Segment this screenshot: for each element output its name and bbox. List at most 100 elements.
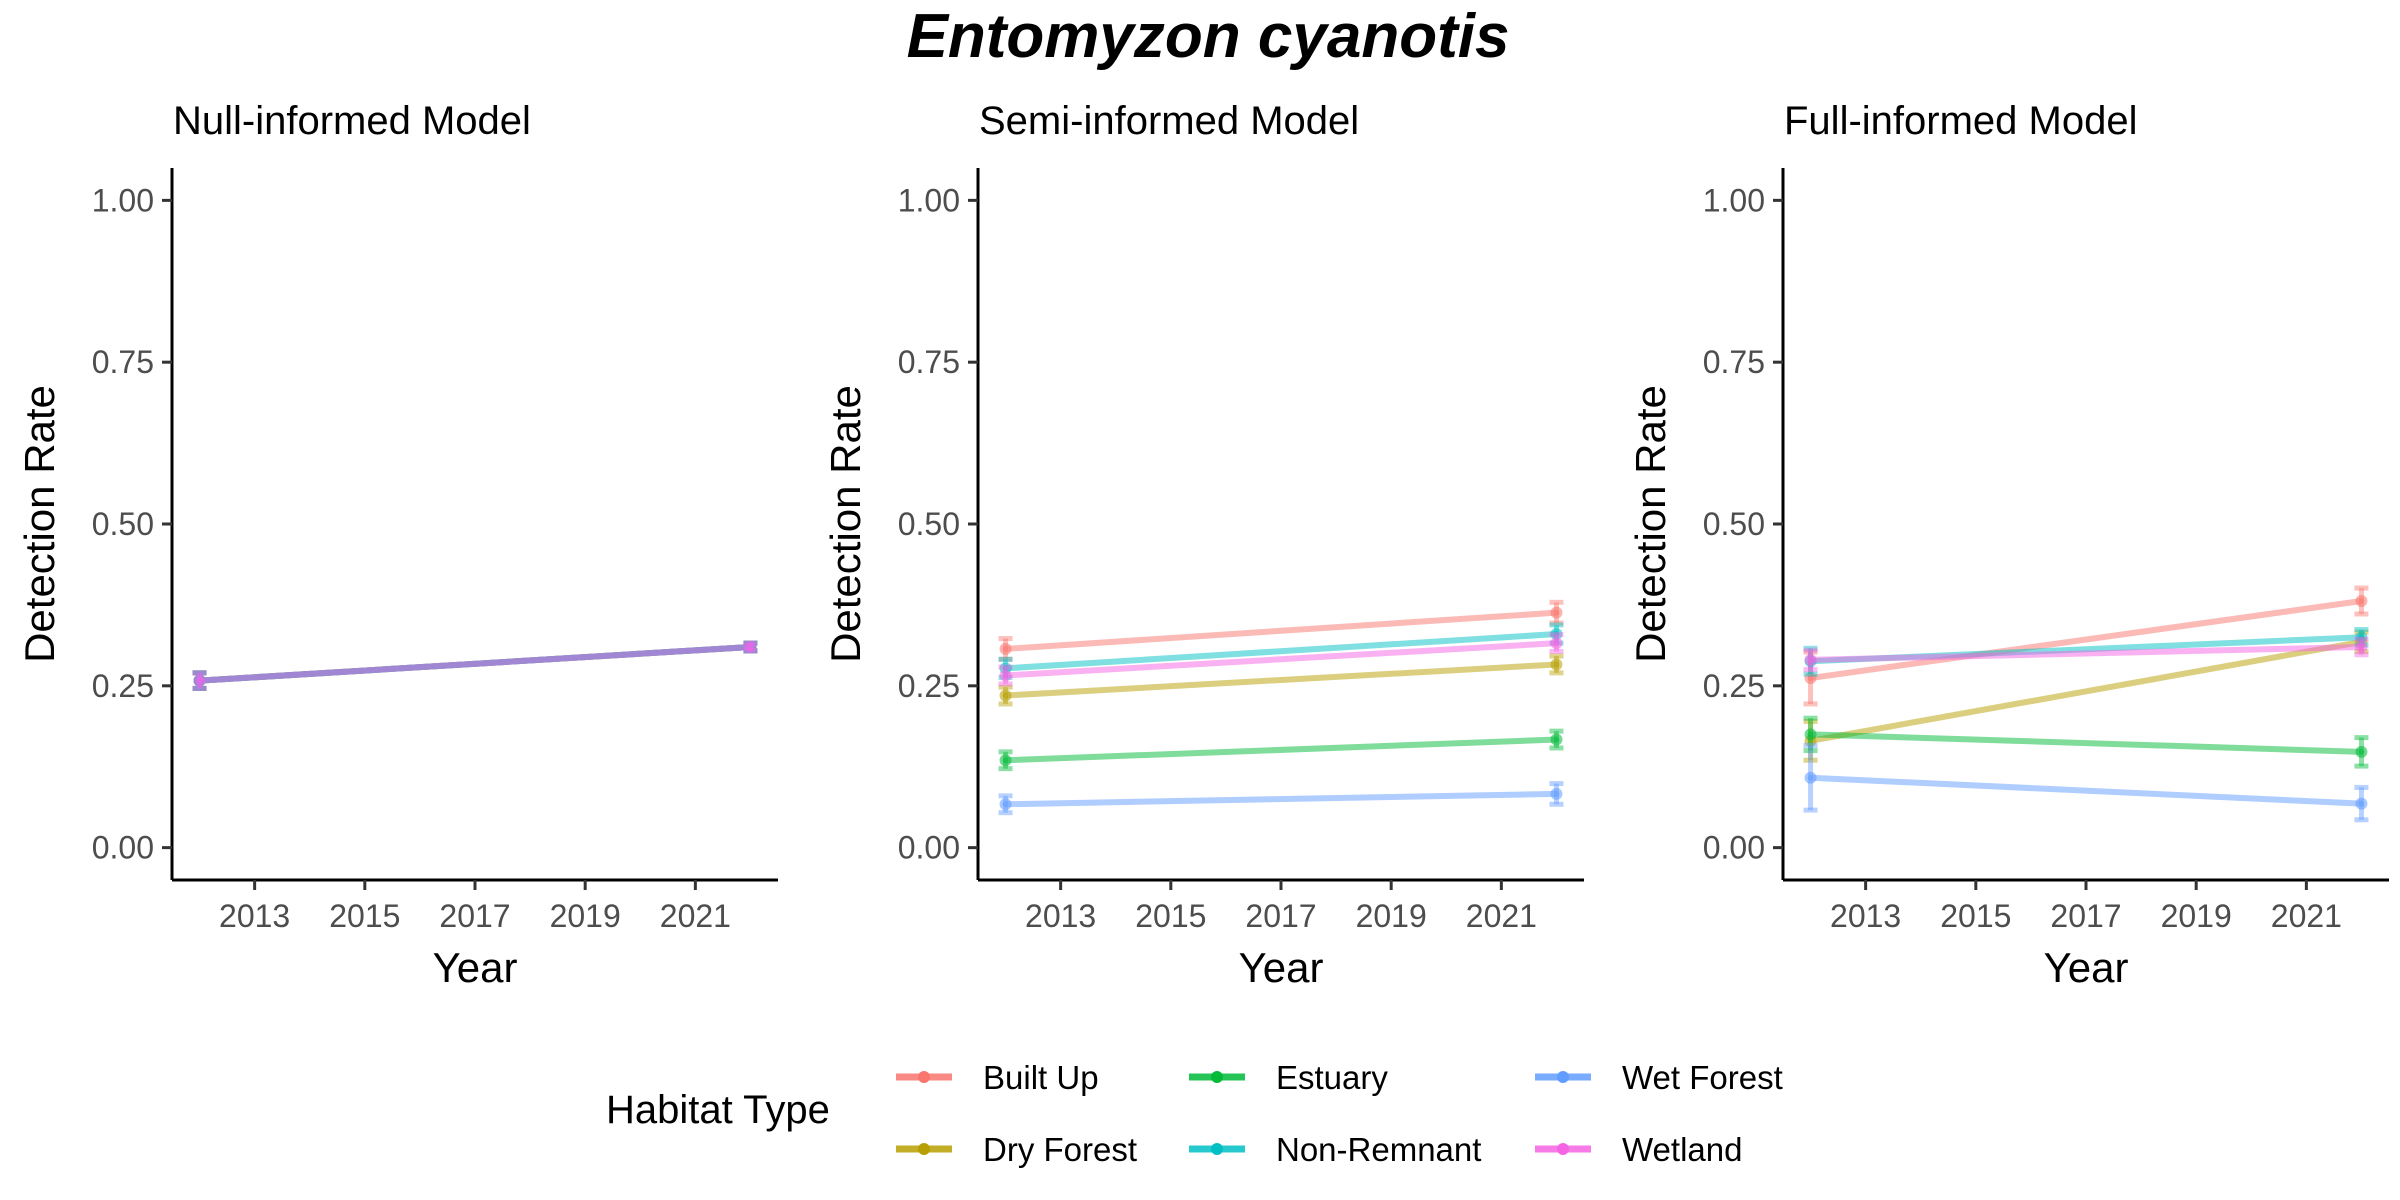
y-tick-label: 0.50 bbox=[92, 506, 154, 542]
legend-item-estuary: Estuary bbox=[1189, 1059, 1388, 1096]
legend-key-point bbox=[918, 1143, 930, 1155]
series-line bbox=[1807, 598, 2365, 682]
data-point bbox=[1550, 628, 1563, 641]
data-point bbox=[999, 642, 1012, 655]
series-built-up bbox=[998, 599, 1564, 662]
panel-1: Null-informed Model 0.00 0.25 0.50 0.75 1.00 2… bbox=[16, 99, 778, 991]
x-tick-label: 2013 bbox=[1830, 898, 1901, 934]
series-built-up bbox=[1803, 585, 2369, 707]
legend-title: Habitat Type bbox=[606, 1088, 830, 1132]
x-tick-label: 2021 bbox=[1466, 898, 1537, 934]
y-tick-label: 1.00 bbox=[898, 182, 960, 218]
y-tick-label: 0.00 bbox=[92, 830, 154, 866]
legend-label: Built Up bbox=[983, 1059, 1099, 1096]
data-point bbox=[2355, 640, 2368, 653]
y-tick-label: 0.75 bbox=[898, 344, 960, 380]
series-line bbox=[1002, 640, 1560, 679]
data-point bbox=[1804, 728, 1817, 741]
x-tick-label: 2021 bbox=[2271, 898, 2342, 934]
series-line bbox=[1002, 631, 1560, 672]
legend-label: Estuary bbox=[1276, 1059, 1388, 1096]
data-point bbox=[999, 798, 1012, 811]
y-tick-label: 0.25 bbox=[92, 668, 154, 704]
panel-title: Semi-informed Model bbox=[979, 99, 1359, 143]
series-wet-forest bbox=[1803, 742, 2369, 823]
data-point bbox=[1550, 637, 1563, 650]
legend-key-point bbox=[1211, 1143, 1223, 1155]
data-point bbox=[744, 640, 757, 653]
y-tick-label: 0.50 bbox=[1703, 506, 1765, 542]
y-tick-label: 0.75 bbox=[1703, 344, 1765, 380]
series-estuary bbox=[998, 728, 1564, 772]
x-tick-label: 2017 bbox=[2050, 898, 2121, 934]
legend-item-built-up: Built Up bbox=[896, 1059, 1099, 1096]
x-tick-label: 2015 bbox=[1940, 898, 2011, 934]
data-point bbox=[1550, 787, 1563, 800]
legend-key-point bbox=[1557, 1071, 1569, 1083]
series-wetland bbox=[192, 640, 758, 691]
legend-item-dry-forest: Dry Forest bbox=[896, 1131, 1137, 1168]
data-point bbox=[1550, 606, 1563, 619]
legend-item-wet-forest: Wet Forest bbox=[1535, 1059, 1783, 1096]
series-line bbox=[1002, 790, 1560, 808]
x-axis-label: Year bbox=[1239, 944, 1324, 991]
x-tick-label: 2019 bbox=[550, 898, 621, 934]
x-axis-label: Year bbox=[2044, 944, 2129, 991]
x-tick-label: 2015 bbox=[1135, 898, 1206, 934]
data-point bbox=[2355, 595, 2368, 608]
y-tick-label: 0.75 bbox=[92, 344, 154, 380]
figure-title: Entomyzon cyanotis bbox=[907, 2, 1510, 71]
legend-key-point bbox=[1557, 1143, 1569, 1155]
data-point bbox=[1804, 771, 1817, 784]
x-tick-label: 2013 bbox=[1025, 898, 1096, 934]
data-point bbox=[1550, 733, 1563, 746]
panels: Null-informed Model 0.00 0.25 0.50 0.75 1.00 2… bbox=[16, 99, 2389, 991]
series-line bbox=[1807, 774, 2365, 807]
x-tick-label: 2019 bbox=[1356, 898, 1427, 934]
legend-label: Dry Forest bbox=[983, 1131, 1137, 1168]
series-wet-forest bbox=[998, 781, 1564, 816]
data-point bbox=[999, 754, 1012, 767]
data-point bbox=[999, 669, 1012, 682]
legend-label: Wet Forest bbox=[1622, 1059, 1783, 1096]
y-tick-label: 0.00 bbox=[898, 830, 960, 866]
data-point bbox=[1804, 672, 1817, 685]
y-tick-label: 1.00 bbox=[1703, 182, 1765, 218]
y-tick-label: 0.25 bbox=[1703, 668, 1765, 704]
series-dry-forest bbox=[998, 653, 1564, 707]
data-point bbox=[2355, 797, 2368, 810]
x-axis-label: Year bbox=[433, 944, 518, 991]
series-wetland bbox=[998, 632, 1564, 687]
legend-label: Non-Remnant bbox=[1276, 1131, 1481, 1168]
x-tick-label: 2019 bbox=[2161, 898, 2232, 934]
legend: Habitat Type Built Up Dry Forest Estuary Non… bbox=[606, 1059, 1783, 1168]
y-axis-label: Detection Rate bbox=[1627, 385, 1674, 663]
series-line bbox=[1807, 638, 2365, 744]
data-point bbox=[2355, 745, 2368, 758]
x-tick-label: 2021 bbox=[660, 898, 731, 934]
legend-item-wetland: Wetland bbox=[1535, 1131, 1742, 1168]
series-line bbox=[196, 643, 754, 684]
series-line bbox=[1807, 731, 2365, 755]
data-point bbox=[999, 689, 1012, 702]
x-tick-label: 2017 bbox=[439, 898, 510, 934]
legend-item-non-remnant: Non-Remnant bbox=[1189, 1131, 1481, 1168]
y-tick-label: 0.00 bbox=[1703, 830, 1765, 866]
x-tick-label: 2015 bbox=[329, 898, 400, 934]
series-line bbox=[1807, 643, 2365, 663]
legend-key-point bbox=[1211, 1071, 1223, 1083]
legend-key-point bbox=[918, 1071, 930, 1083]
series-estuary bbox=[1803, 715, 2369, 769]
series-line bbox=[1002, 661, 1560, 699]
data-point bbox=[193, 674, 206, 687]
y-tick-label: 0.25 bbox=[898, 668, 960, 704]
series-line bbox=[1002, 609, 1560, 652]
data-point bbox=[1804, 653, 1817, 666]
y-tick-label: 0.50 bbox=[898, 506, 960, 542]
x-tick-label: 2017 bbox=[1245, 898, 1316, 934]
panel-2: Semi-informed Model 0.00 0.25 0.50 0.75 1.00 2… bbox=[822, 99, 1584, 991]
x-tick-label: 2013 bbox=[219, 898, 290, 934]
series-wetland bbox=[1803, 636, 2369, 673]
data-point bbox=[2355, 631, 2368, 644]
